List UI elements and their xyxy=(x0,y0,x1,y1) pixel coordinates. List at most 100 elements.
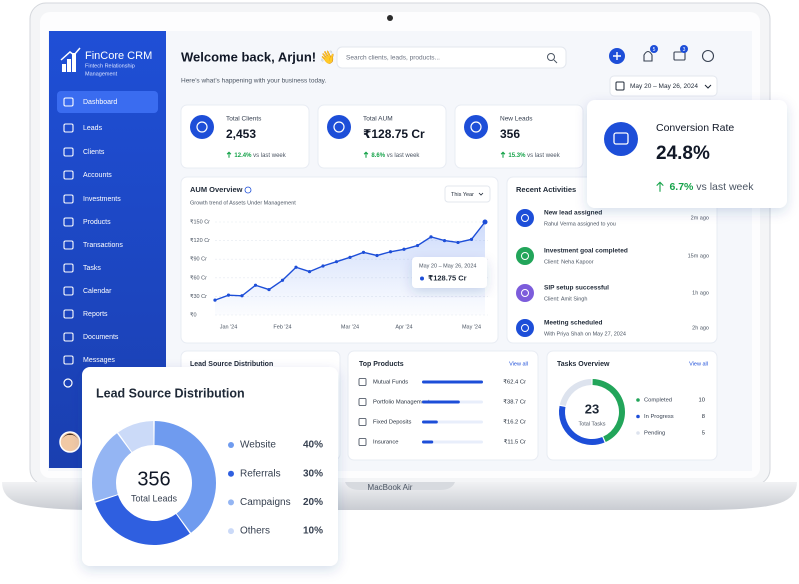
point xyxy=(415,243,420,248)
activity-detail: Client: Amit Singh xyxy=(544,296,587,302)
activity-icon xyxy=(516,247,534,265)
legend-value: 10% xyxy=(303,526,323,537)
view-all[interactable]: View all xyxy=(509,361,528,367)
product-icon xyxy=(358,378,367,386)
brand-tagline: Management xyxy=(85,71,118,77)
profile-icon[interactable] xyxy=(701,49,715,63)
point xyxy=(429,235,433,239)
activity-glyph xyxy=(521,214,529,222)
kpi-value: 356 xyxy=(500,127,520,141)
area xyxy=(215,222,485,315)
legend-value: 8 xyxy=(702,414,705,420)
bar-value-label: ₹38.7 Cr xyxy=(503,399,526,406)
menu-item[interactable]: Accounts xyxy=(83,172,112,179)
menu-item[interactable]: Products xyxy=(83,219,111,226)
menu-item[interactable]: Messages xyxy=(83,357,115,364)
device-label: MacBook Air xyxy=(368,483,413,492)
menu-icon xyxy=(63,217,74,227)
legend-label: Pending xyxy=(644,431,665,437)
donut-segment xyxy=(592,379,625,442)
activity-detail: Rahul Verma assigned to you xyxy=(544,221,616,227)
change-value: 15.3% xyxy=(508,153,526,159)
card-title: Tasks Overview xyxy=(557,361,610,368)
tooltip-dot xyxy=(420,276,424,281)
menu-item[interactable]: Documents xyxy=(83,334,119,341)
point xyxy=(482,219,488,225)
activity-title: SIP setup successful xyxy=(544,285,609,292)
activity-glyph xyxy=(521,289,529,297)
activity-icon xyxy=(516,319,534,337)
activity-title: Meeting scheduled xyxy=(544,320,603,327)
menu-item[interactable]: Calendar xyxy=(83,288,112,295)
legend-label: Website xyxy=(240,440,276,451)
change-value: 8.6% xyxy=(371,153,385,159)
date-picker[interactable] xyxy=(609,75,718,97)
donut-segment xyxy=(559,405,605,446)
menu-icon xyxy=(63,263,74,273)
activity-time: 15m ago xyxy=(688,253,709,259)
up-arrow xyxy=(500,151,506,158)
search-icon xyxy=(553,59,558,64)
view-all[interactable]: View all xyxy=(689,361,708,367)
activity-title: New lead assigned xyxy=(544,210,602,217)
chevron xyxy=(478,192,484,196)
point xyxy=(348,255,352,259)
menu-icon xyxy=(63,309,74,319)
menu-item[interactable]: Reports xyxy=(83,311,108,318)
bar-track xyxy=(422,440,483,444)
date-range: May 20 – May 26, 2024 xyxy=(630,83,698,90)
product-name: Fixed Deposits xyxy=(373,420,411,426)
laptop-notch xyxy=(345,482,455,490)
bar xyxy=(422,400,460,404)
menu-item[interactable]: Dashboard xyxy=(83,99,117,106)
point xyxy=(402,247,406,251)
bar-value-label: ₹11.5 Cr xyxy=(504,439,526,446)
menu-item[interactable]: Leads xyxy=(83,125,103,132)
message-count: 3 xyxy=(683,47,686,53)
card-title: Top Products xyxy=(359,361,404,368)
menu-item[interactable]: Transactions xyxy=(83,242,123,249)
legend-label: Completed xyxy=(644,398,672,404)
wallet-glyph xyxy=(613,132,629,145)
bar xyxy=(422,420,438,424)
point xyxy=(240,294,244,298)
search-box[interactable] xyxy=(336,46,567,69)
brand-logo xyxy=(60,47,81,61)
products-card xyxy=(347,350,539,461)
user-avatar[interactable] xyxy=(59,431,81,453)
card-title: Lead Source Distribution xyxy=(190,361,273,368)
legend-label: Referrals xyxy=(240,468,281,479)
point xyxy=(442,239,447,243)
menu-icon xyxy=(63,194,74,204)
menu-icon xyxy=(63,286,74,296)
kpi-value: 2,453 xyxy=(226,127,256,141)
donut-total: 356 xyxy=(137,468,170,490)
user-avatar xyxy=(62,433,78,439)
period-select[interactable] xyxy=(444,185,491,203)
kpi-card xyxy=(317,104,447,169)
calendar-icon xyxy=(615,81,625,91)
activity-time: 1h ago xyxy=(692,290,709,296)
donut-total: 23 xyxy=(585,401,599,416)
y-tick-label: ₹90 Cr xyxy=(190,256,207,263)
mail-icon[interactable] xyxy=(673,51,686,61)
chevron xyxy=(704,84,712,89)
point xyxy=(253,283,258,287)
menu-icon xyxy=(63,332,74,342)
chart-subtitle: Growth trend of Assets Under Management xyxy=(190,200,296,206)
menu-item[interactable]: Clients xyxy=(83,149,105,156)
bar xyxy=(422,380,483,384)
change-text: 8.6% vs last week xyxy=(371,153,420,159)
point xyxy=(361,250,366,254)
menu-item[interactable]: Investments xyxy=(83,196,121,203)
badge xyxy=(680,45,688,53)
bar xyxy=(422,440,434,444)
change-text: 12.4% vs last week xyxy=(234,153,286,159)
x-tick-label: Feb '24 xyxy=(273,324,291,330)
y-tick-label: ₹60 Cr xyxy=(190,274,207,281)
bell-icon[interactable] xyxy=(643,50,653,62)
menu-item[interactable]: Tasks xyxy=(83,265,101,272)
kpi-icon xyxy=(464,115,488,139)
point xyxy=(267,287,271,292)
y-tick-label: ₹0 xyxy=(190,311,197,318)
